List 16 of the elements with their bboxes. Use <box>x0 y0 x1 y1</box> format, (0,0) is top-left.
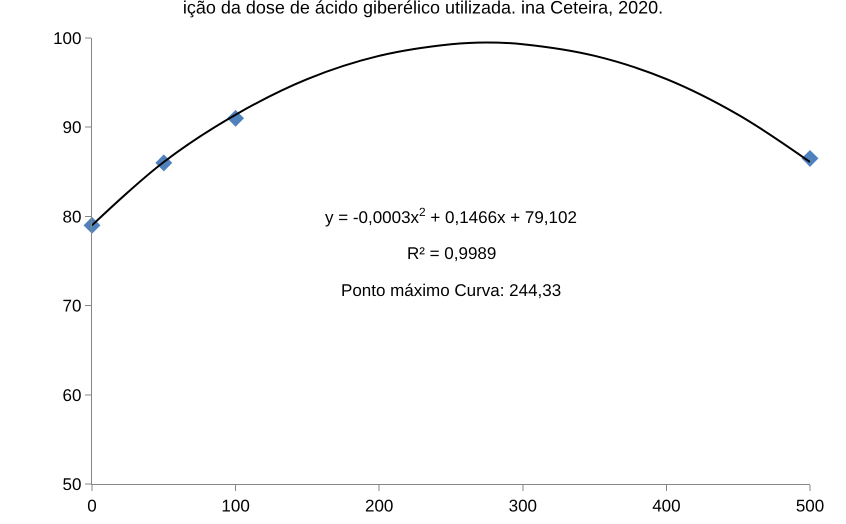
y-tick-label: 60 <box>62 386 82 405</box>
y-tick-label: 100 <box>53 28 82 48</box>
annotation: R² = 0,9989 <box>407 244 496 263</box>
y-tick-label: 90 <box>62 118 82 138</box>
chart-title: ição da dose de ácido giberélico utilizada. ina Ceteira, 2020. <box>182 0 664 18</box>
y-tick-label: 70 <box>62 296 82 316</box>
x-tick-label: 300 <box>508 496 537 516</box>
x-tick-label: 0 <box>87 496 97 516</box>
y-tick-label: 50 <box>62 474 82 494</box>
x-tick-label: 100 <box>221 496 250 516</box>
annotation: Ponto máximo Curva: 244,33 <box>341 281 562 300</box>
annotation: y = -0,0003x$^{2}$ + 0,1466x + 79,102 <box>325 205 577 228</box>
y-tick-label: 80 <box>62 207 82 226</box>
x-tick-label: 500 <box>796 496 824 516</box>
x-tick-label: 400 <box>652 496 681 516</box>
x-tick-label: 200 <box>365 496 394 516</box>
